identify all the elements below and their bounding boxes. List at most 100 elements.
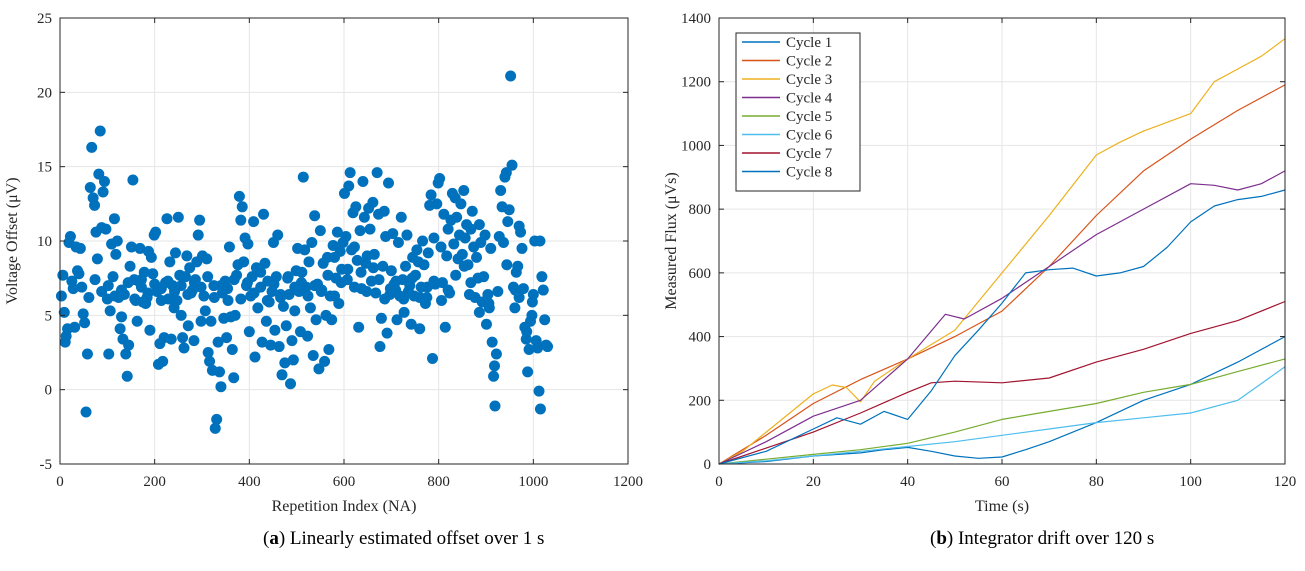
scatter-point [91,253,103,265]
scatter-point [121,370,133,382]
scatter-point [204,355,216,367]
scatter-point [361,286,373,298]
scatter-point [169,247,181,259]
scatter-point [451,211,463,223]
scatter-point [145,251,157,263]
scatter-point [509,284,521,296]
scatter-y-tick-label: 20 [37,85,52,101]
scatter-point [268,278,280,290]
scatter-x-tick-label: 400 [238,474,261,490]
scatter-point [238,256,250,268]
scatter-point [322,269,334,281]
scatter-point [269,324,281,336]
scatter-point [84,181,96,193]
scatter-point [414,323,426,335]
scatter-point [107,271,119,283]
scatter-point [411,244,423,256]
scatter-point [79,317,91,329]
scatter-point [214,366,226,378]
scatter-point [57,269,69,281]
scatter-y-tick-label: 25 [37,11,52,27]
scatter-point [450,269,462,281]
scatter-point [398,293,410,305]
scatter-point [489,400,501,412]
scatter-point [379,293,391,305]
scatter-point [368,248,380,260]
scatter-point [418,259,430,271]
scatter-point [162,275,174,287]
scatter-y-axis-label: Voltage Offset (μV) [4,177,21,304]
line-x-tick-label: 120 [1274,474,1297,490]
scatter-point [199,305,211,317]
scatter-point [179,271,191,283]
series-line-cycle-4 [718,170,1286,465]
scatter-point [392,236,404,248]
scatter-point [296,266,308,278]
scatter-point [350,201,362,213]
scatter-point [522,366,534,378]
scatter-y-tick-label: 10 [37,234,52,250]
scatter-point [74,242,86,254]
scatter-point [103,348,115,360]
scatter-point [94,125,106,137]
scatter-point [215,280,227,292]
scatter-point [124,260,136,272]
scatter-point [385,265,397,277]
scatter-point [382,177,394,189]
scatter-point [165,333,177,345]
line-x-tick-label: 100 [1179,474,1202,490]
scatter-point [93,168,105,180]
scatter-point [502,216,514,228]
scatter-point [354,225,366,237]
scatter-point [144,324,156,336]
series-line-cycle-5 [718,358,1286,465]
scatter-point [252,302,264,314]
scatter-point [202,271,214,283]
scatter-point [512,260,524,272]
scatter-point [221,332,233,344]
legend-entry: Cycle 3 [786,72,832,88]
legend-box [735,32,861,192]
scatter-point [344,167,356,179]
scatter-point [425,189,437,201]
scatter-point [532,342,544,354]
scatter-point [215,381,227,393]
scatter-point [442,284,454,296]
scatter-point [272,229,284,241]
line-x-tick-label: 80 [1089,474,1104,490]
scatter-point [209,422,221,434]
scatter-point [458,260,470,272]
scatter-point [348,281,360,293]
line-y-tick-label: 400 [689,330,712,346]
scatter-point [342,263,354,275]
scatter-point [348,241,360,253]
line-x-tick-label: 60 [995,474,1010,490]
scatter-point [471,251,483,263]
scatter-point [125,241,137,253]
line-y-axis-label: Measured Flux (μVs) [663,172,680,309]
scatter-point [523,344,535,356]
scatter-point [314,225,326,237]
scatter-point [458,184,470,196]
scatter-point [64,231,76,243]
scatter-point [310,314,322,326]
scatter-point [387,228,399,240]
scatter-point [182,320,194,332]
scatter-x-axis-label: Repetition Index (NA) [272,498,417,515]
scatter-point [175,309,187,321]
scatter-point [456,248,468,260]
scatter-point [157,355,169,367]
scatter-point [473,219,485,231]
scatter-point [391,314,403,326]
scatter-point [285,378,297,390]
scatter-point [235,214,247,226]
scatter-point [283,289,295,301]
line-x-tick-label: 0 [715,474,723,490]
scatter-point [229,309,241,321]
scatter-point [306,236,318,248]
line-panel: 0 20 40 60 80 100 1200200400600800100012001400… [663,11,1296,515]
scatter-panel: 0 200 400 600 800 1000 1200-50510152025Repetit… [4,11,643,515]
scatter-point [442,223,454,235]
scatter-point [377,260,389,272]
scatter-point [97,186,109,198]
